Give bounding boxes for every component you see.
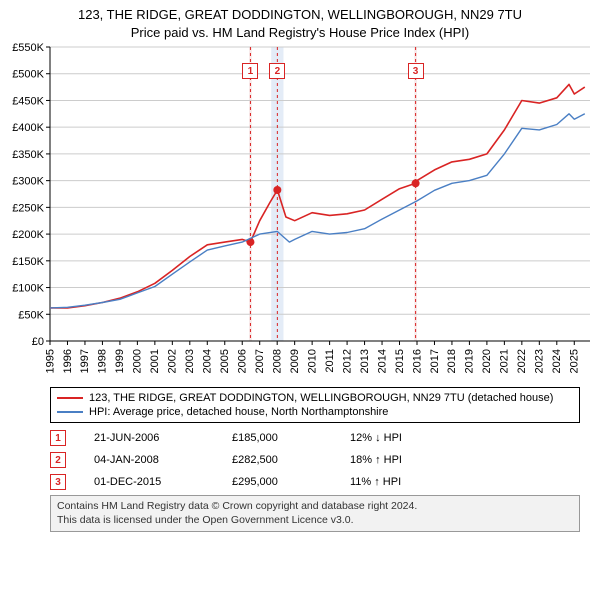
svg-text:2017: 2017 — [429, 349, 441, 373]
svg-text:2011: 2011 — [324, 349, 336, 373]
svg-text:£400K: £400K — [12, 122, 44, 134]
svg-text:£350K: £350K — [12, 149, 44, 161]
svg-text:£0: £0 — [32, 336, 44, 348]
attribution-footer: Contains HM Land Registry data © Crown c… — [50, 495, 580, 532]
title-line-1: 123, THE RIDGE, GREAT DODDINGTON, WELLIN… — [0, 6, 600, 24]
svg-text:2001: 2001 — [149, 349, 161, 373]
svg-text:2023: 2023 — [534, 349, 546, 373]
legend-item: 123, THE RIDGE, GREAT DODDINGTON, WELLIN… — [57, 391, 573, 405]
svg-text:2002: 2002 — [167, 349, 179, 373]
legend-label: HPI: Average price, detached house, Nort… — [89, 406, 388, 418]
svg-text:2021: 2021 — [499, 349, 511, 373]
svg-text:1995: 1995 — [44, 349, 56, 373]
sale-delta: 11% ↑ HPI — [350, 476, 460, 488]
legend-item: HPI: Average price, detached house, Nort… — [57, 405, 573, 419]
legend-swatch — [57, 397, 83, 399]
sale-price: £295,000 — [232, 476, 322, 488]
svg-text:2024: 2024 — [551, 349, 563, 373]
sales-table: 1 21-JUN-2006 £185,000 12% ↓ HPI 2 04-JAN-200… — [50, 427, 580, 493]
svg-text:1999: 1999 — [114, 349, 126, 373]
footer-line-2: This data is licensed under the Open Gov… — [57, 514, 573, 528]
sale-marker-badge: 2 — [50, 452, 66, 468]
chart-marker-badge: 2 — [269, 63, 285, 79]
svg-text:2020: 2020 — [481, 349, 493, 373]
svg-text:2012: 2012 — [341, 349, 353, 373]
sale-marker-badge: 3 — [50, 474, 66, 490]
sales-row: 3 01-DEC-2015 £295,000 11% ↑ HPI — [50, 471, 580, 493]
title-line-2: Price paid vs. HM Land Registry's House … — [0, 24, 600, 42]
sale-date: 01-DEC-2015 — [94, 476, 204, 488]
svg-text:2016: 2016 — [411, 349, 423, 373]
svg-text:£550K: £550K — [12, 42, 44, 54]
svg-text:2004: 2004 — [202, 349, 214, 373]
chart-marker-badge: 1 — [242, 63, 258, 79]
footer-line-1: Contains HM Land Registry data © Crown c… — [57, 500, 573, 514]
svg-text:1997: 1997 — [79, 349, 91, 373]
svg-text:2007: 2007 — [254, 349, 266, 373]
svg-text:2009: 2009 — [289, 349, 301, 373]
svg-text:2013: 2013 — [359, 349, 371, 373]
sale-date: 04-JAN-2008 — [94, 454, 204, 466]
svg-text:2003: 2003 — [184, 349, 196, 373]
chart-area: £0 £50K £100K £150K £200K £250K £300K £350K £400… — [0, 41, 600, 381]
svg-text:£450K: £450K — [12, 96, 44, 108]
svg-text:2025: 2025 — [569, 349, 581, 373]
svg-text:2022: 2022 — [516, 349, 528, 373]
svg-text:£500K: £500K — [12, 69, 44, 81]
svg-text:2018: 2018 — [446, 349, 458, 373]
sale-price: £185,000 — [232, 432, 322, 444]
sale-delta: 18% ↑ HPI — [350, 454, 460, 466]
legend-swatch — [57, 411, 83, 413]
svg-text:2015: 2015 — [394, 349, 406, 373]
svg-text:£50K: £50K — [18, 309, 44, 321]
price-chart-svg: £0 £50K £100K £150K £200K £250K £300K £350K £400… — [0, 41, 600, 381]
svg-text:1998: 1998 — [97, 349, 109, 373]
legend-label: 123, THE RIDGE, GREAT DODDINGTON, WELLIN… — [89, 392, 553, 404]
svg-text:£300K: £300K — [12, 176, 44, 188]
svg-text:2005: 2005 — [219, 349, 231, 373]
svg-text:2008: 2008 — [271, 349, 283, 373]
svg-text:2000: 2000 — [132, 349, 144, 373]
svg-text:£150K: £150K — [12, 256, 44, 268]
svg-text:2010: 2010 — [306, 349, 318, 373]
legend: 123, THE RIDGE, GREAT DODDINGTON, WELLIN… — [50, 387, 580, 423]
chart-title: 123, THE RIDGE, GREAT DODDINGTON, WELLIN… — [0, 0, 600, 41]
svg-text:£250K: £250K — [12, 202, 44, 214]
sale-price: £282,500 — [232, 454, 322, 466]
sales-row: 1 21-JUN-2006 £185,000 12% ↓ HPI — [50, 427, 580, 449]
sale-date: 21-JUN-2006 — [94, 432, 204, 444]
svg-text:2019: 2019 — [464, 349, 476, 373]
sale-marker-badge: 1 — [50, 430, 66, 446]
svg-text:£200K: £200K — [12, 229, 44, 241]
sale-delta: 12% ↓ HPI — [350, 432, 460, 444]
svg-text:2014: 2014 — [376, 349, 388, 373]
sales-row: 2 04-JAN-2008 £282,500 18% ↑ HPI — [50, 449, 580, 471]
chart-marker-badge: 3 — [408, 63, 424, 79]
svg-text:£100K: £100K — [12, 283, 44, 295]
svg-text:1996: 1996 — [62, 349, 74, 373]
svg-text:2006: 2006 — [237, 349, 249, 373]
